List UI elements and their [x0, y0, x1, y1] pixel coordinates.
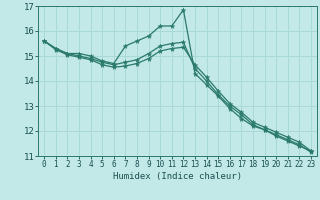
X-axis label: Humidex (Indice chaleur): Humidex (Indice chaleur) [113, 172, 242, 181]
